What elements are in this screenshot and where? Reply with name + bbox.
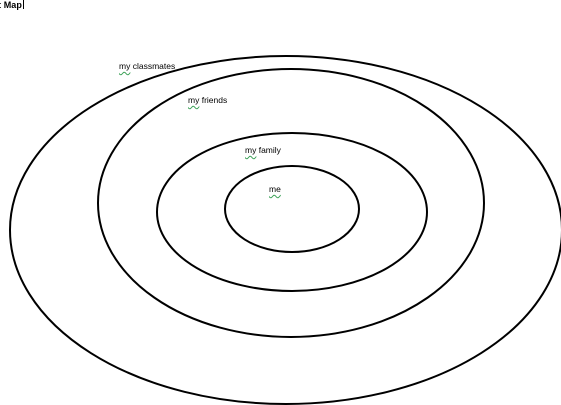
ring-label-family-first-word: my — [245, 145, 257, 155]
ring-label-family-rest: family — [256, 145, 281, 155]
ring-label-me-first-word: me — [269, 184, 281, 194]
document-title-text: t Map — [0, 0, 22, 10]
ring-classmates — [9, 55, 561, 405]
ring-friends — [97, 68, 485, 338]
ring-label-me: me — [269, 184, 281, 194]
ring-label-classmates-first-word: my — [119, 61, 131, 71]
text-cursor — [23, 0, 24, 9]
ring-family — [156, 132, 428, 292]
ring-label-friends: my friends — [188, 95, 227, 105]
ring-label-friends-first-word: my — [188, 95, 200, 105]
ring-label-friends-rest: friends — [199, 95, 228, 105]
ring-label-family: my family — [245, 145, 281, 155]
ring-me — [224, 165, 360, 253]
ring-label-classmates-rest: classmates — [130, 61, 176, 71]
document-title[interactable]: t Map — [0, 0, 24, 11]
ring-label-classmates: my classmates — [119, 61, 175, 71]
